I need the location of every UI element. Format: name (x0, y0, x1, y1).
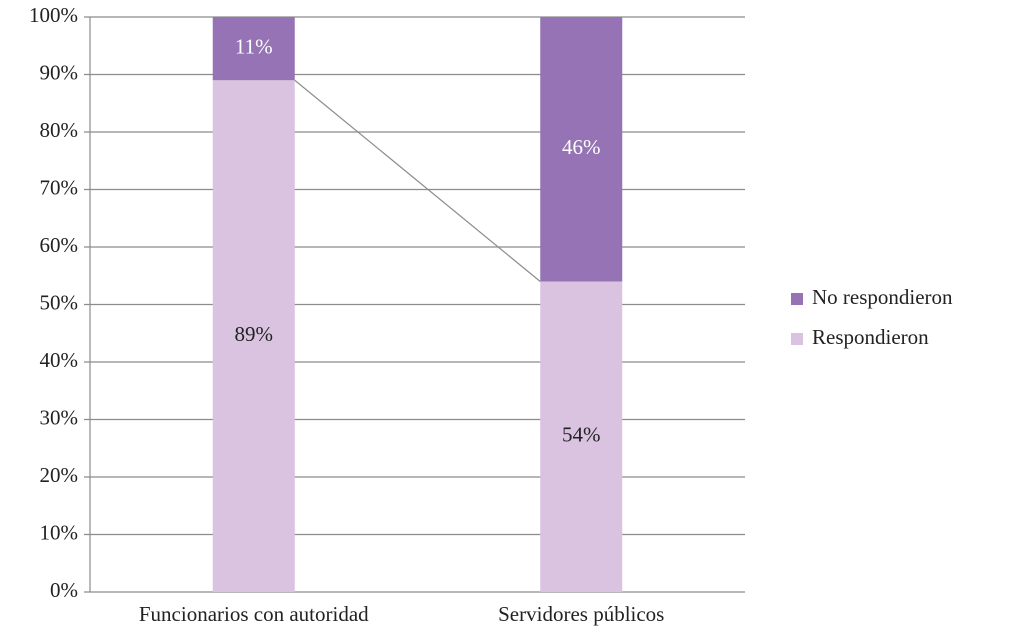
x-tick-label: Funcionarios con autoridad (139, 602, 369, 626)
data-label: 46% (562, 135, 601, 159)
data-label: 54% (562, 423, 601, 447)
bar-segment (540, 281, 623, 592)
y-tick-label: 70% (40, 175, 79, 199)
bar-segment (212, 17, 295, 81)
y-tick-label: 80% (40, 118, 79, 142)
series-line (294, 79, 541, 282)
y-tick-label: 10% (40, 520, 79, 544)
y-tick-label: 50% (40, 290, 79, 314)
y-tick-label: 40% (40, 348, 79, 372)
y-tick-label: 90% (40, 60, 79, 84)
y-tick-label: 0% (50, 578, 78, 602)
y-tick-label: 60% (40, 233, 79, 257)
y-tick-label: 30% (40, 405, 79, 429)
y-tick-label: 20% (40, 463, 79, 487)
legend-swatch (791, 333, 803, 345)
bar-segment (540, 17, 623, 282)
y-tick-label: 100% (29, 3, 78, 27)
legend-label: No respondieron (812, 285, 953, 309)
data-label: 11% (235, 34, 273, 58)
data-label: 89% (235, 322, 274, 346)
legend-label: Respondieron (812, 325, 929, 349)
legend-swatch (791, 293, 803, 305)
bar-segment (212, 80, 295, 592)
x-tick-label: Servidores públicos (498, 602, 664, 626)
